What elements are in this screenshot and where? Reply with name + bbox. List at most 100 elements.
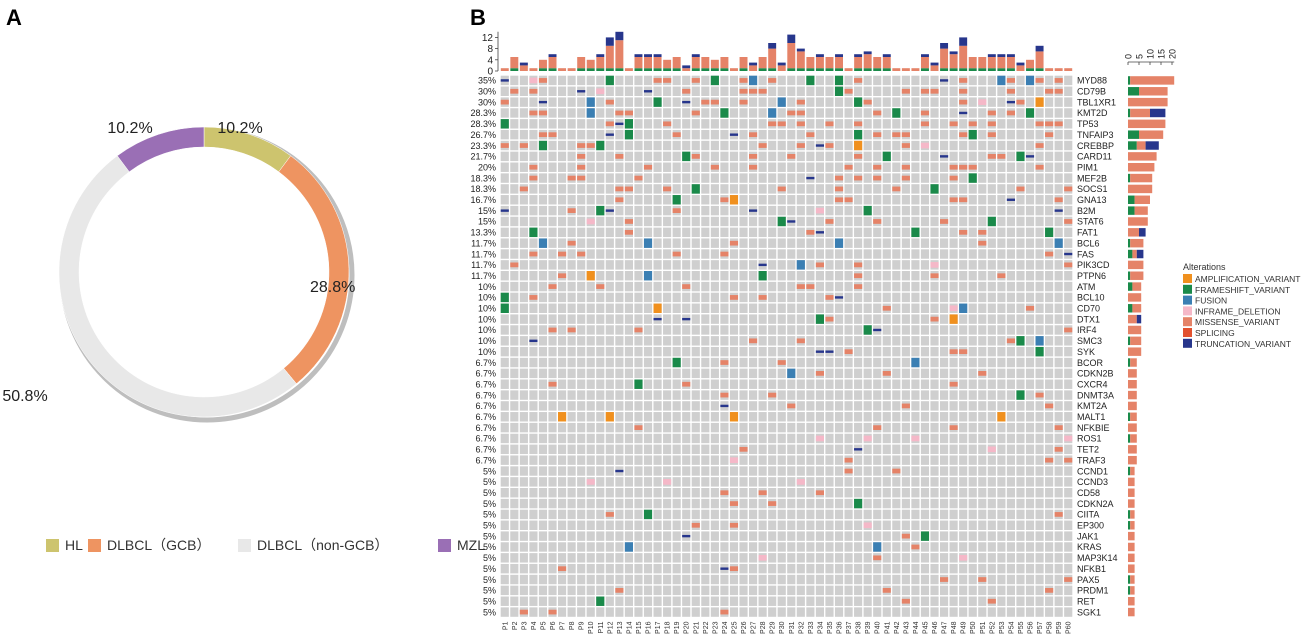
oncoprint-cell: [1016, 205, 1025, 216]
oncoprint-cell: [653, 119, 662, 129]
oncoprint-alteration: [930, 184, 939, 194]
sample-label: P41: [884, 621, 891, 634]
donut-slice-GCB: [278, 155, 350, 385]
oncoprint-cell: [949, 129, 958, 140]
right-bar-segment: [1128, 152, 1157, 161]
oncoprint-cell: [710, 531, 719, 541]
oncoprint-cell: [586, 260, 595, 270]
oncoprint-cell: [749, 260, 758, 270]
oncoprint-cell: [968, 281, 977, 292]
right-bar-segment: [1150, 108, 1166, 118]
oncoprint-alteration: [729, 566, 739, 572]
oncoprint-cell: [930, 574, 939, 585]
gene-percent: 6.7%: [475, 390, 496, 400]
oncoprint-cell: [510, 216, 519, 227]
oncoprint-cell: [834, 553, 844, 563]
oncoprint-cell: [653, 238, 662, 248]
oncoprint-cell: [777, 488, 786, 498]
oncoprint-alteration: [882, 151, 891, 162]
oncoprint-cell: [1054, 596, 1063, 606]
oncoprint-cell: [710, 542, 719, 552]
oncoprint-cell: [940, 477, 949, 487]
oncoprint-cell: [892, 542, 901, 552]
oncoprint-cell: [844, 498, 853, 509]
oncoprint-cell: [844, 509, 853, 520]
oncoprint-cell: [968, 151, 977, 162]
oncoprint-cell: [987, 585, 996, 596]
top-bar-segment: [873, 68, 882, 71]
oncoprint-cell: [672, 162, 681, 172]
oncoprint-alteration: [1064, 327, 1073, 333]
oncoprint-cell: [959, 184, 968, 194]
oncoprint-cell: [663, 585, 672, 596]
oncoprint-cell: [873, 531, 882, 541]
oncoprint-cell: [634, 368, 643, 379]
oncoprint-alteration: [959, 229, 968, 235]
oncoprint-alteration: [605, 209, 614, 212]
oncoprint-cell: [920, 607, 930, 617]
oncoprint-cell: [1064, 422, 1073, 433]
oncoprint-cell: [997, 86, 1006, 96]
oncoprint-cell: [892, 97, 901, 107]
oncoprint-cell: [663, 140, 672, 151]
oncoprint-cell: [854, 368, 863, 379]
oncoprint-alteration: [796, 99, 805, 105]
oncoprint-cell: [749, 412, 758, 422]
oncoprint-cell: [796, 151, 805, 162]
oncoprint-cell: [615, 368, 624, 379]
oncoprint-cell: [538, 585, 548, 596]
oncoprint-cell: [940, 401, 949, 411]
oncoprint-cell: [777, 596, 786, 606]
gene-percent: 11.7%: [471, 238, 496, 248]
oncoprint-cell: [844, 260, 853, 270]
sample-label: P54: [1008, 621, 1015, 634]
oncoprint-cell: [1016, 585, 1025, 596]
oncoprint-cell: [940, 303, 949, 313]
oncoprint-cell: [701, 596, 710, 606]
oncoprint-cell: [815, 162, 824, 172]
oncoprint-cell: [701, 607, 710, 617]
right-bar-segment: [1128, 564, 1135, 573]
oncoprint-cell: [892, 412, 901, 422]
oncoprint-cell: [901, 455, 910, 465]
oncoprint-cell: [768, 563, 777, 574]
oncoprint-cell: [825, 184, 834, 194]
oncoprint-alteration: [586, 218, 595, 225]
oncoprint-cell: [567, 466, 576, 476]
oncoprint-cell: [710, 238, 719, 248]
oncoprint-cell: [615, 162, 624, 172]
oncoprint-cell: [949, 108, 958, 118]
oncoprint-cell: [949, 553, 958, 563]
oncoprint-cell: [940, 520, 949, 530]
right-bar-segment: [1139, 130, 1164, 139]
oncoprint-cell: [624, 86, 633, 96]
oncoprint-cell: [844, 477, 853, 487]
sample-label: P35: [827, 621, 834, 634]
oncoprint-cell: [978, 542, 987, 552]
oncoprint-cell: [854, 466, 863, 476]
oncoprint-alteration: [873, 110, 882, 116]
oncoprint-cell: [940, 596, 949, 606]
oncoprint-cell: [663, 390, 672, 400]
oncoprint-cell: [586, 119, 595, 129]
oncoprint-cell: [796, 249, 805, 259]
oncoprint-cell: [930, 303, 939, 313]
oncoprint-cell: [844, 238, 853, 248]
oncoprint-cell: [844, 216, 853, 227]
oncoprint-cell: [720, 509, 729, 520]
top-bar-segment: [691, 54, 700, 57]
oncoprint-cell: [1064, 75, 1073, 86]
oncoprint-cell: [959, 455, 968, 465]
oncoprint-cell: [558, 292, 567, 303]
oncoprint-cell: [997, 249, 1006, 259]
oncoprint-cell: [854, 607, 863, 617]
oncoprint-cell: [1016, 75, 1025, 86]
oncoprint-cell: [968, 346, 977, 357]
oncoprint-cell: [978, 585, 987, 596]
oncoprint-cell: [1045, 444, 1054, 455]
oncoprint-alteration: [901, 533, 910, 539]
oncoprint-cell: [634, 249, 643, 259]
oncoprint-cell: [940, 195, 949, 205]
oncoprint-cell: [510, 336, 519, 346]
oncoprint-cell: [863, 531, 872, 541]
